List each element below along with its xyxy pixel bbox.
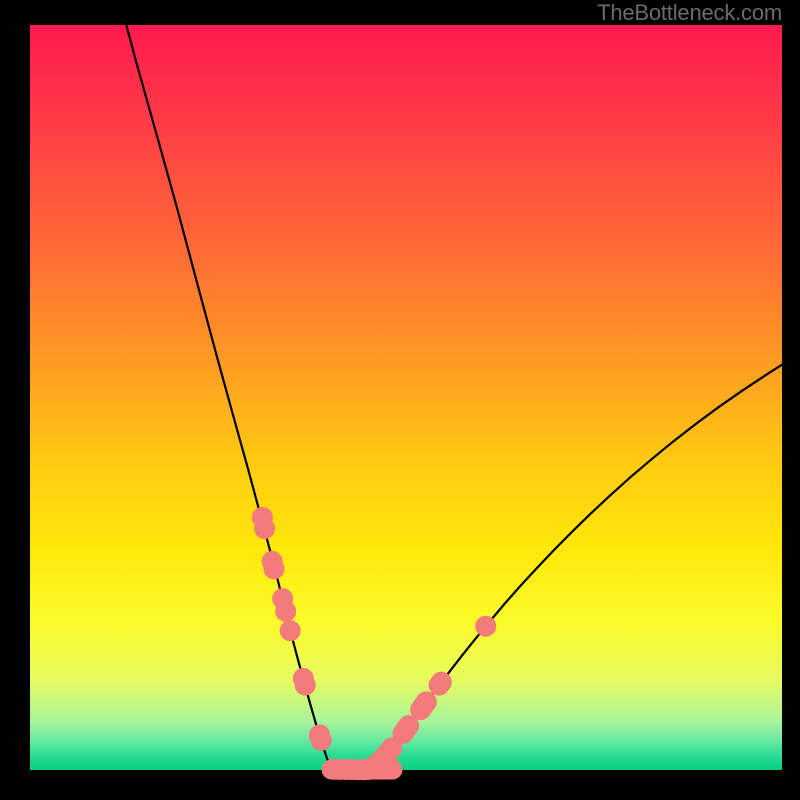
- chart-container: TheBottleneck.com: [0, 0, 800, 800]
- gradient-plot-area: [30, 25, 782, 770]
- data-marker: [295, 675, 315, 695]
- data-marker: [416, 692, 436, 712]
- data-marker: [280, 621, 300, 641]
- watermark-label: TheBottleneck.com: [597, 0, 782, 26]
- bottleneck-chart: [0, 0, 800, 800]
- data-marker: [476, 616, 496, 636]
- data-marker: [311, 730, 331, 750]
- data-marker: [431, 672, 451, 692]
- data-marker: [264, 559, 284, 579]
- data-marker: [255, 519, 275, 539]
- data-marker: [276, 601, 296, 621]
